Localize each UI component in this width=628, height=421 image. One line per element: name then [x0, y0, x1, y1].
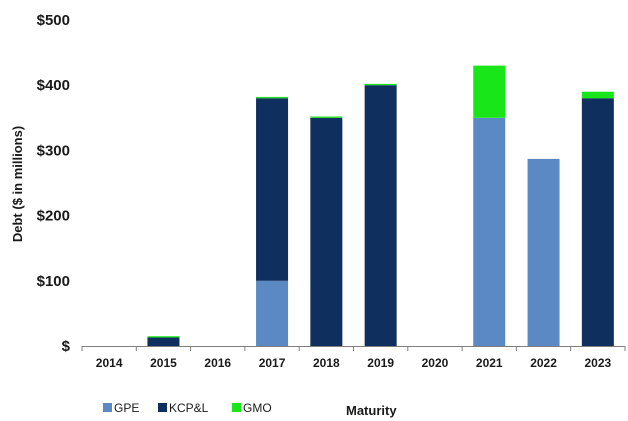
- x-tick-label: 2015: [150, 356, 177, 370]
- x-tick-label: 2022: [530, 356, 557, 370]
- x-tick-label: 2018: [313, 356, 340, 370]
- bars: [147, 65, 614, 347]
- bar-gmo-2023: [581, 91, 614, 99]
- y-axis-ticks: $ $100 $200 $300 $400 $500: [37, 12, 71, 355]
- y-tick-label: $200: [37, 208, 70, 225]
- y-tick-label: $300: [37, 142, 70, 159]
- y-axis-title: Debt ($ in millions): [10, 126, 25, 242]
- x-tick-label: 2021: [476, 356, 503, 370]
- bar-gpe-2017: [256, 280, 289, 346]
- legend-swatch-gpe: [103, 403, 112, 412]
- x-tick-label: 2016: [204, 356, 231, 370]
- x-tick-label: 2014: [96, 356, 123, 370]
- bar-gmo-2021: [473, 65, 506, 118]
- legend-label: GPE: [114, 401, 139, 415]
- x-axis-title: Maturity: [346, 403, 397, 418]
- bar-gpe-2022: [527, 158, 560, 346]
- bar-kcpl-2015: [147, 337, 180, 346]
- bar-gmo-2018: [310, 116, 343, 118]
- bar-kcpl-2023: [581, 98, 614, 347]
- y-tick-label: $400: [37, 77, 70, 94]
- legend-swatch-gmo: [232, 403, 241, 412]
- y-tick-label: $100: [37, 273, 70, 290]
- bar-gmo-2017: [256, 96, 289, 99]
- x-axis-ticks: 2014 2015 2016 2017 2018 2019 2020 2021 2022 2023: [81, 346, 626, 370]
- legend-label: GMO: [243, 401, 272, 415]
- bar-gmo-2019: [364, 83, 397, 86]
- bar-gpe-2021: [473, 117, 506, 346]
- bar-kcpl-2019: [364, 85, 397, 346]
- legend-swatch-kcpl: [158, 403, 167, 412]
- x-tick-label: 2017: [259, 356, 286, 370]
- x-tick-label: 2023: [584, 356, 611, 370]
- y-tick-label: $: [62, 338, 71, 355]
- x-tick-label: 2019: [367, 356, 394, 370]
- bar-gmo-2015: [147, 336, 180, 338]
- y-tick-label: $500: [37, 12, 70, 29]
- legend-label: KCP&L: [169, 401, 209, 415]
- bar-kcpl-2017: [256, 98, 289, 281]
- bar-kcpl-2018: [310, 117, 343, 346]
- legend: GPE KCP&L GMO: [103, 401, 272, 415]
- x-tick-label: 2020: [422, 356, 449, 370]
